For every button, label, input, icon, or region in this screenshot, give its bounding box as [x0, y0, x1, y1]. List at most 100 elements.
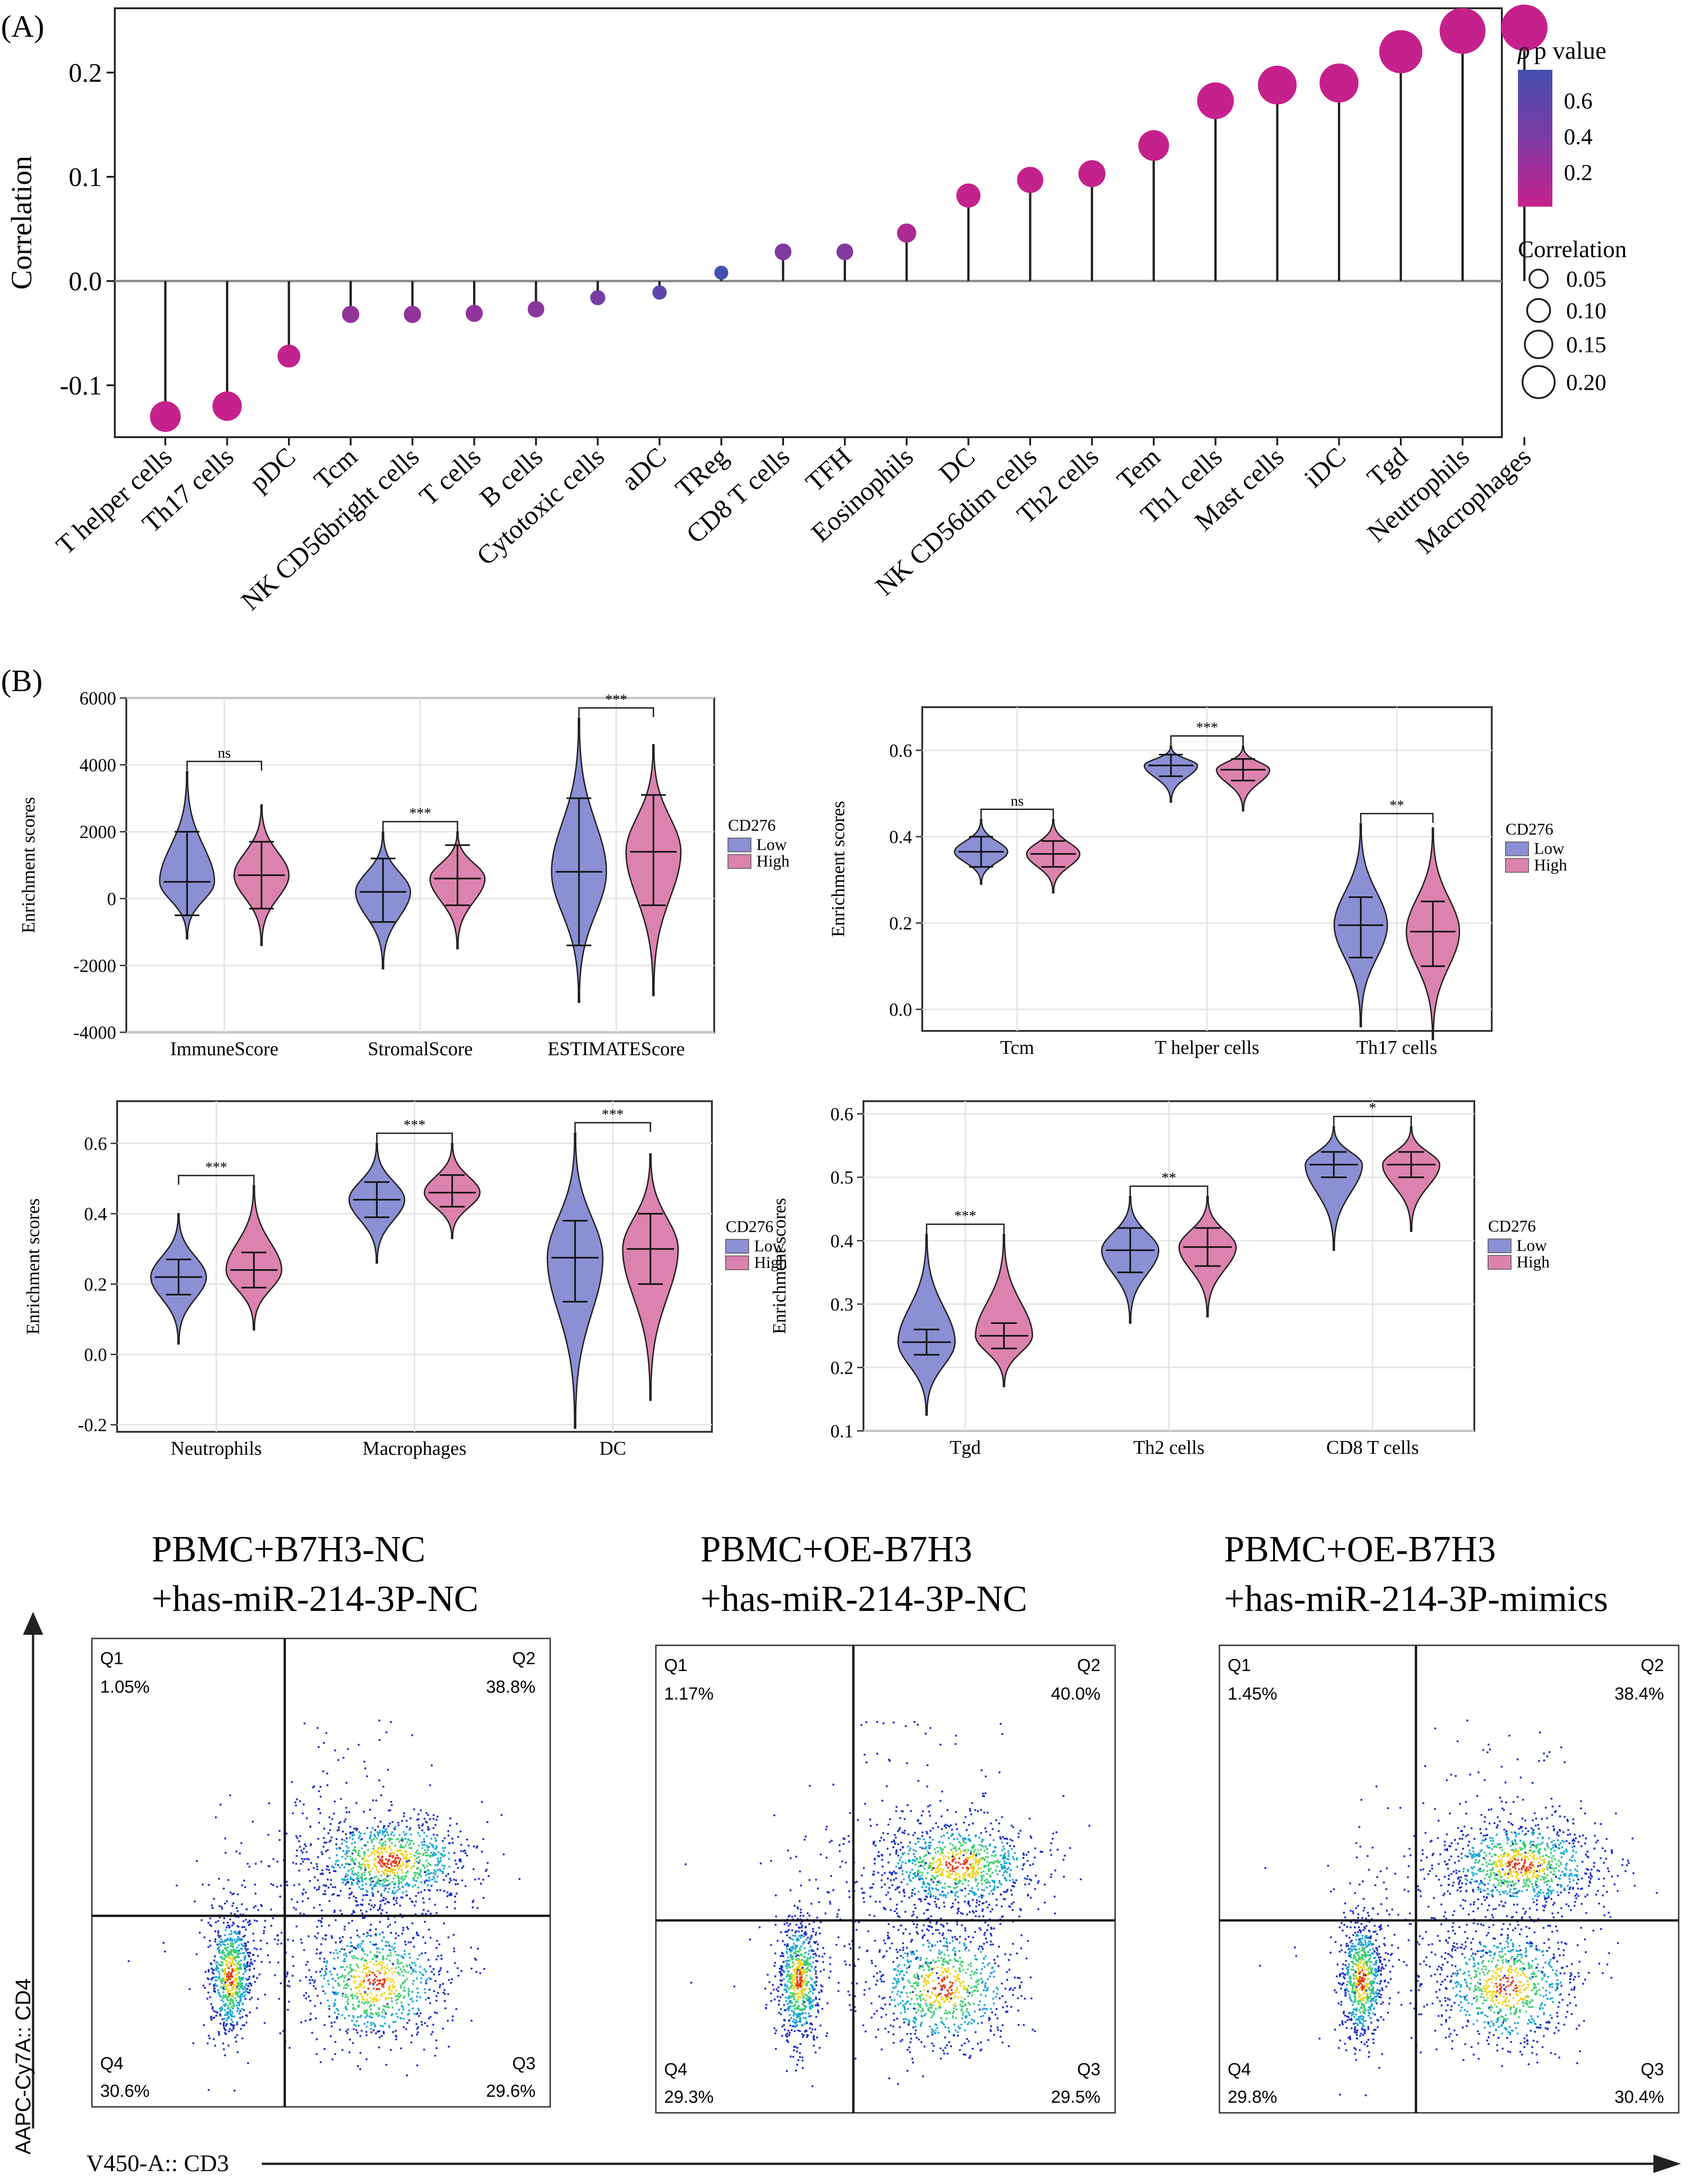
- flow-event-dot: [355, 1900, 356, 1902]
- flow-event-dot: [373, 1834, 375, 1836]
- y-tick-label: 0.0: [69, 266, 102, 296]
- flow-event-dot: [417, 1987, 418, 1989]
- flow-event-dot: [414, 1874, 416, 1876]
- flow-event-dot: [223, 2049, 225, 2050]
- flow-event-dot: [370, 1951, 372, 1953]
- flow-event-dot: [956, 1959, 958, 1961]
- flow-event-dot: [321, 1975, 322, 1976]
- flow-event-dot: [1014, 1987, 1016, 1989]
- flow-event-dot: [812, 1993, 814, 1994]
- flow-event-dot: [254, 1919, 256, 1921]
- flow-event-dot: [347, 1847, 349, 1849]
- flow-event-dot: [378, 1852, 380, 1853]
- flow-event-dot: [486, 1869, 488, 1870]
- flow-event-dot: [420, 1981, 422, 1983]
- flow-event-dot: [209, 1996, 211, 1998]
- flow-event-dot: [967, 1885, 969, 1886]
- flow-event-dot: [920, 2010, 922, 2012]
- flow-event-dot: [237, 1910, 238, 1912]
- flow-event-dot: [397, 1890, 399, 1891]
- flow-event-dot: [403, 2026, 405, 2028]
- flow-event-dot: [962, 1867, 964, 1869]
- flow-event-dot: [386, 1885, 388, 1886]
- flow-event-dot: [209, 2038, 210, 2039]
- flow-event-dot: [954, 1847, 956, 1849]
- flow-event-dot: [904, 1911, 906, 1913]
- flow-event-dot: [350, 1869, 352, 1870]
- y-tick-label: 6000: [79, 688, 116, 709]
- flow-event-dot: [392, 2021, 394, 2023]
- flow-event-dot: [368, 1974, 370, 1976]
- flow-event-dot: [348, 1973, 350, 1975]
- flow-event-dot: [941, 1815, 942, 1817]
- flow-event-dot: [994, 1962, 996, 1964]
- flow-event-dot: [313, 1981, 315, 1983]
- flow-event-dot: [349, 1967, 351, 1969]
- flow-event-dot: [305, 2020, 306, 2022]
- flow-event-dot: [440, 1853, 442, 1855]
- flow-event-dot: [981, 1876, 983, 1878]
- flow-event-dot: [929, 1884, 931, 1886]
- flow-event-dot: [370, 2022, 372, 2024]
- flow-event-dot: [308, 1858, 310, 1860]
- flow-event-dot: [1018, 2024, 1020, 2026]
- flow-event-dot: [1027, 1851, 1029, 1853]
- flow-event-dot: [923, 1838, 925, 1840]
- flow-event-dot: [987, 1987, 988, 1989]
- flow-event-dot: [891, 1884, 893, 1886]
- flow-event-dot: [288, 2001, 290, 2003]
- flow-event-dot: [893, 1840, 895, 1841]
- flow-event-dot: [922, 1882, 924, 1884]
- flow-event-dot: [443, 1850, 445, 1852]
- flow-event-dot: [375, 1858, 377, 1859]
- flow-event-dot: [349, 1836, 351, 1838]
- flow-event-dot: [453, 1871, 455, 1873]
- flow-event-dot: [279, 1896, 281, 1897]
- flow-event-dot: [916, 1983, 918, 1985]
- flow-event-dot: [386, 1870, 388, 1872]
- flow-event-dot: [215, 2015, 217, 2016]
- flow-event-dot: [346, 1811, 348, 1813]
- flow-event-dot: [389, 1985, 391, 1987]
- flow-event-dot: [389, 1859, 390, 1861]
- flow-event-dot: [964, 1895, 966, 1897]
- flow-event-dot: [912, 1986, 914, 1987]
- flow-event-dot: [426, 1979, 428, 1981]
- flow-event-dot: [355, 1802, 357, 1804]
- flow-event-dot: [997, 1862, 999, 1863]
- flow-event-dot: [986, 1901, 987, 1903]
- flow-event-dot: [1000, 2030, 1002, 2032]
- flow-event-dot: [333, 1867, 335, 1869]
- flow-event-dot: [460, 1850, 462, 1852]
- flow-event-dot: [240, 1998, 242, 2000]
- flow-event-dot: [243, 2009, 245, 2011]
- flow-event-dot: [988, 1870, 990, 1872]
- lollipop-dot: [1379, 30, 1422, 73]
- flow-event-dot: [422, 1844, 423, 1846]
- flow-event-dot: [993, 1927, 995, 1929]
- flow-event-dot: [925, 1841, 926, 1843]
- flow-event-dot: [231, 1938, 233, 1940]
- flow-event-dot: [909, 1841, 911, 1843]
- flow-event-dot: [924, 1898, 926, 1900]
- flow-event-dot: [1000, 1855, 1002, 1857]
- flow-event-dot: [915, 2012, 917, 2014]
- flow-event-dot: [336, 1838, 338, 1840]
- flow-event-dot: [906, 1959, 908, 1961]
- flow-event-dot: [320, 1952, 322, 1953]
- flow-event-dot: [1022, 1864, 1024, 1866]
- flow-event-dot: [999, 1836, 1001, 1838]
- flow-event-dot: [956, 1924, 958, 1925]
- legend-key-high: [1488, 1255, 1511, 1269]
- flow-event-dot: [942, 1887, 944, 1889]
- flow-event-dot: [374, 1954, 376, 1956]
- flow-event-dot: [775, 2048, 777, 2050]
- y-tick-label: 0.2: [889, 913, 912, 934]
- flow-event-dot: [801, 1946, 802, 1948]
- flow-event-dot: [902, 2039, 903, 2041]
- flow-event-dot: [890, 2025, 891, 2026]
- flow-event-dot: [903, 1986, 905, 1987]
- y-tick-label: -2000: [73, 955, 116, 976]
- flow-event-dot: [380, 2025, 382, 2027]
- flow-event-dot: [400, 1995, 402, 1997]
